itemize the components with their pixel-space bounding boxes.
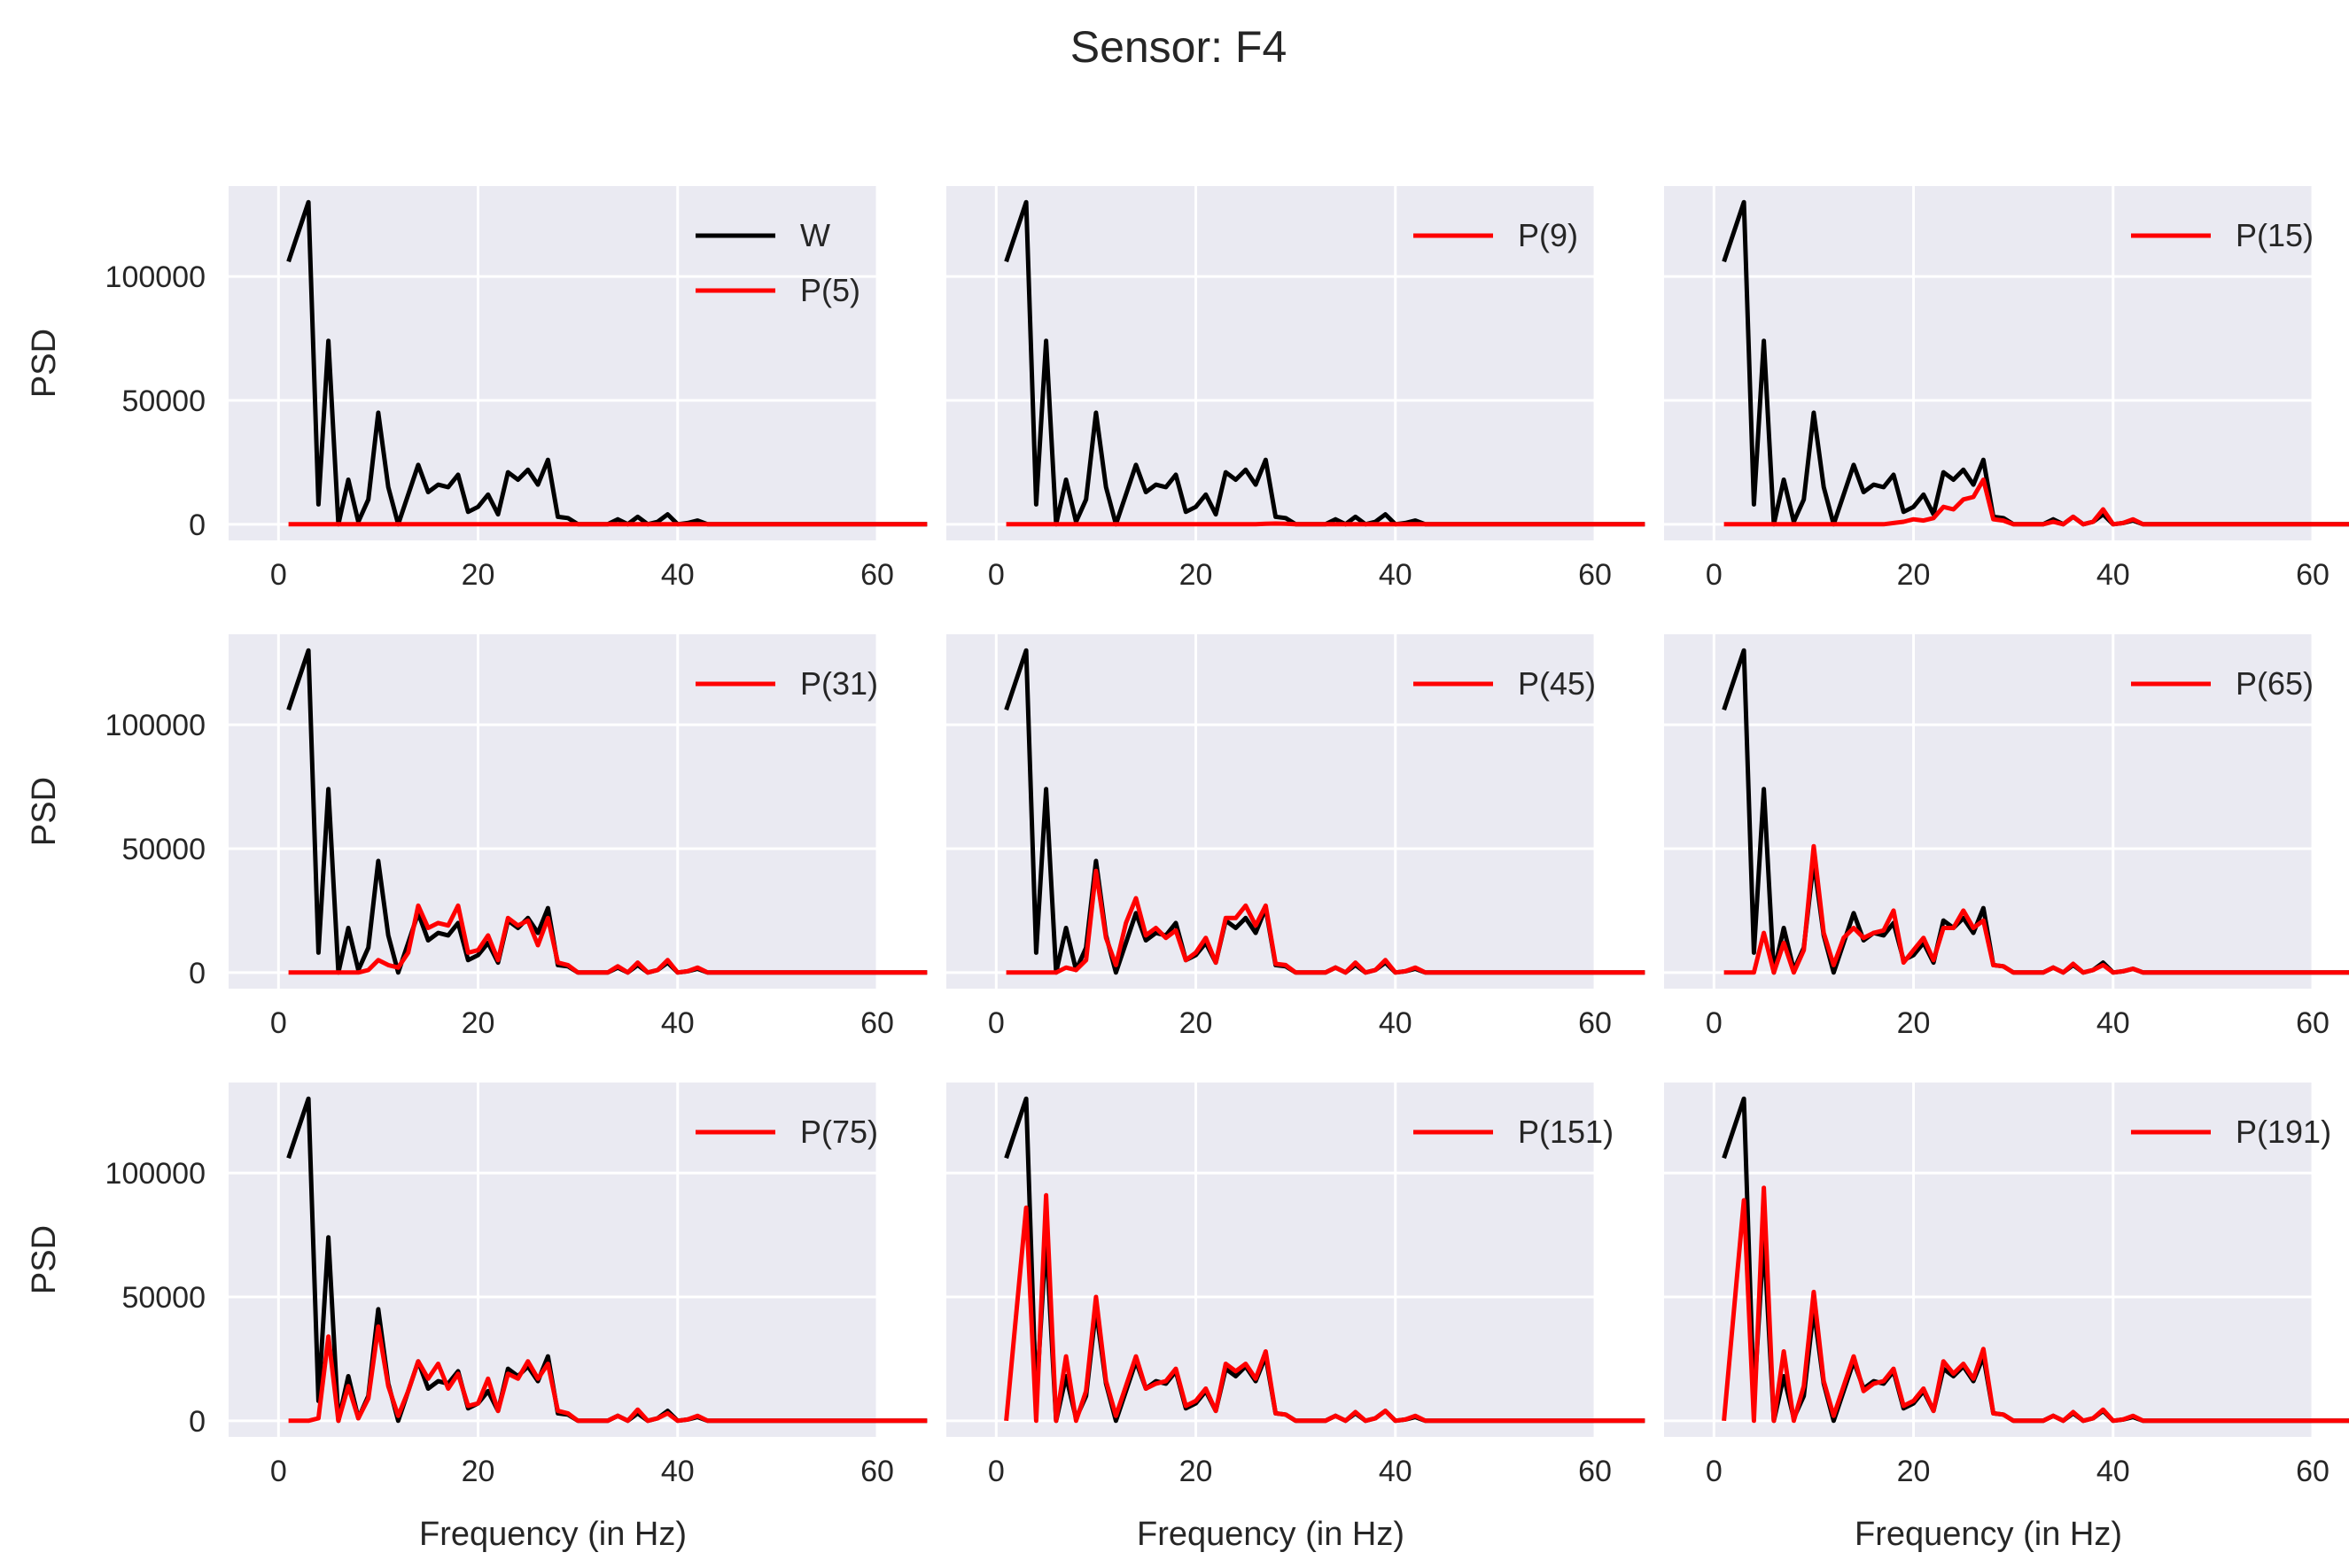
y-tick-label: 0 [189,508,206,542]
legend-label-comparison: P(65) [2236,665,2314,702]
x-axis-label: Frequency (in Hz) [1855,1516,2122,1553]
legend-label-comparison: P(15) [2236,217,2314,253]
subplot-4: 0 20 40 60 0 50000 100000 PSD P(31) [26,634,928,1040]
series-line-comparison [1723,843,2349,975]
legend-label-comparison: P(5) [800,272,860,308]
series-line-comparison [288,1324,928,1424]
x-tick-label: 60 [1578,558,1612,592]
legend: P(151) [1413,1114,1614,1150]
x-tick-label: 20 [1179,558,1213,592]
x-tick-label: 0 [270,1455,287,1488]
legend: P(31) [696,665,878,702]
y-tick-label: 100000 [105,709,206,742]
y-axis-label: PSD [26,1225,63,1294]
x-tick-label: 20 [1179,1455,1213,1488]
x-tick-label: 40 [661,558,695,592]
y-tick-label: 100000 [105,260,206,294]
x-tick-label: 0 [988,558,1005,592]
y-tick-label: 50000 [121,1281,206,1315]
x-tick-label: 60 [1578,1455,1612,1488]
x-tick-label: 20 [462,1455,495,1488]
series-line-comparison [1004,1192,1645,1424]
series-line-comparison [1723,477,2349,527]
subplot-7: 0 20 40 60 0 50000 100000 PSD Frequency (in Hz) P… [26,1083,928,1553]
legend: P(65) [2131,665,2314,702]
y-tick-label: 50000 [121,384,206,418]
y-axis-label: PSD [26,329,63,398]
x-tick-label: 40 [1379,1455,1412,1488]
legend: W P(5) [696,217,860,308]
subplot-8: 0 20 40 60 Frequency (in Hz) P(151) [946,1083,1645,1553]
x-tick-label: 20 [462,558,495,592]
x-axis-label: Frequency (in Hz) [1137,1516,1404,1553]
series-line-comparison [1006,868,1645,975]
legend-label-comparison: P(151) [1518,1114,1614,1150]
series-line-comparison [288,903,928,975]
x-tick-label: 40 [2096,1455,2130,1488]
x-tick-label: 0 [988,1455,1005,1488]
legend-label-comparison: P(191) [2236,1114,2331,1150]
legend: P(45) [1413,665,1596,702]
x-tick-label: 20 [462,1006,495,1040]
x-tick-label: 60 [2296,1455,2330,1488]
legend-label-baseline: W [800,217,830,253]
subplot-grid: 0 20 40 60 0 50000 100000 PSD W P(5) 0 20 40 60 P(9) 0 2… [26,186,2349,1553]
x-tick-label: 0 [1706,1006,1723,1040]
x-tick-label: 20 [1897,1455,1931,1488]
legend: P(15) [2131,217,2314,253]
y-tick-label: 0 [189,1405,206,1439]
x-tick-label: 40 [661,1006,695,1040]
legend: P(75) [696,1114,878,1150]
x-tick-label: 20 [1179,1006,1213,1040]
legend: P(9) [1413,217,1578,253]
x-tick-label: 60 [860,1455,894,1488]
legend-label-comparison: P(9) [1518,217,1578,253]
x-tick-label: 0 [1706,558,1723,592]
subplot-3: 0 20 40 60 P(15) [1664,186,2349,592]
x-tick-label: 40 [2096,558,2130,592]
subplot-9: 0 20 40 60 Frequency (in Hz) P(191) [1664,1083,2349,1553]
x-tick-label: 0 [988,1006,1005,1040]
x-tick-label: 60 [2296,1006,2330,1040]
legend-label-comparison: P(75) [800,1114,878,1150]
y-tick-label: 0 [189,957,206,990]
figure-title: Sensor: F4 [1070,22,1287,72]
legend: P(191) [2131,1114,2331,1150]
x-tick-label: 40 [1379,558,1412,592]
x-tick-label: 60 [2296,558,2330,592]
x-tick-label: 20 [1897,1006,1931,1040]
x-tick-label: 20 [1897,558,1931,592]
series-line-comparison [1722,1185,2349,1424]
x-tick-label: 60 [860,558,894,592]
subplot-5: 0 20 40 60 P(45) [946,634,1645,1040]
x-axis-label: Frequency (in Hz) [419,1516,687,1553]
subplot-6: 0 20 40 60 P(65) [1664,634,2349,1040]
x-tick-label: 0 [1706,1455,1723,1488]
x-tick-label: 60 [1578,1006,1612,1040]
x-tick-label: 40 [1379,1006,1412,1040]
legend-label-comparison: P(45) [1518,665,1596,702]
x-tick-label: 0 [270,1006,287,1040]
subplot-1: 0 20 40 60 0 50000 100000 PSD W P(5) [26,186,928,592]
y-axis-label: PSD [26,777,63,846]
y-tick-label: 100000 [105,1157,206,1191]
subplot-2: 0 20 40 60 P(9) [946,186,1645,592]
x-tick-label: 40 [2096,1006,2130,1040]
x-tick-label: 0 [270,558,287,592]
x-tick-label: 60 [860,1006,894,1040]
x-tick-label: 40 [661,1455,695,1488]
legend-label-comparison: P(31) [800,665,878,702]
y-tick-label: 50000 [121,833,206,866]
